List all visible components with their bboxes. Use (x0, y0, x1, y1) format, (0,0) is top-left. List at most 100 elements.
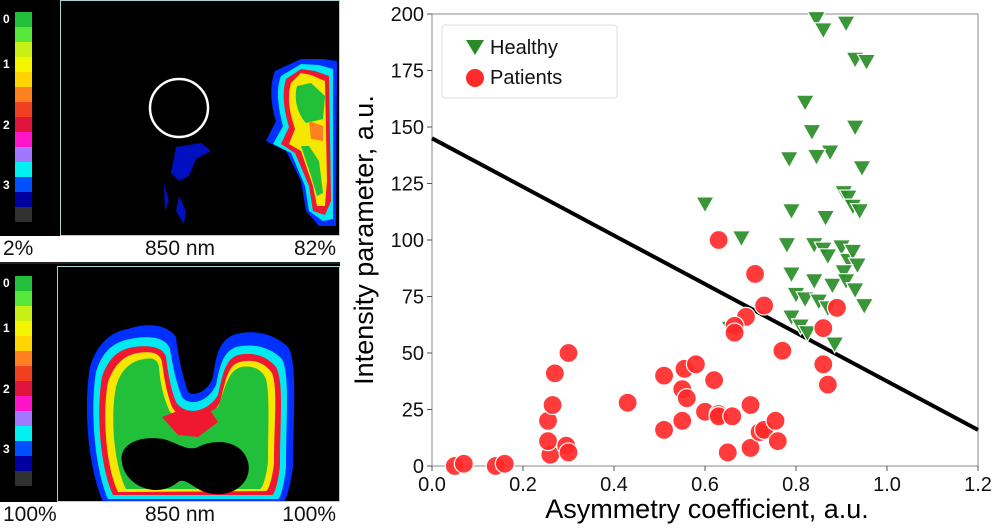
colorbar-swatch (15, 12, 32, 27)
colorbar-swatch (15, 351, 32, 366)
caption-left: 100% (3, 503, 57, 526)
x-tick-label: 0.4 (600, 474, 628, 496)
decision-boundary-line (431, 136, 979, 432)
legend-patients-label: Patients (490, 67, 562, 89)
x-tick-label: 0.8 (782, 474, 810, 496)
colorbar-swatch (15, 306, 32, 321)
healthy-point (824, 336, 845, 355)
patient-point (558, 342, 579, 364)
colorbar-swatch (15, 132, 32, 147)
patient-point (685, 354, 706, 375)
patient-point (653, 419, 675, 440)
colorbar-swatch (15, 87, 32, 102)
colorbar-swatch (15, 396, 32, 411)
healthy-point (781, 203, 802, 221)
healthy-point (851, 160, 873, 178)
legend-healthy-label: Healthy (490, 37, 558, 59)
healthy-point (847, 257, 868, 276)
caption-right: 100% (282, 503, 336, 526)
patient-point (826, 297, 848, 318)
patient-point (744, 263, 766, 284)
patient-point (767, 431, 788, 452)
caption-bottom: 100% 850 nm 100% (0, 502, 340, 528)
x-tick-label: 1.0 (873, 474, 901, 496)
patient-point (717, 442, 738, 463)
colorbar-swatch (15, 291, 32, 306)
healthy-point (795, 291, 816, 309)
patient-point (740, 394, 761, 416)
colorbar-swatch (15, 207, 32, 222)
colorbar-swatch (15, 162, 32, 177)
patient-point (765, 410, 786, 431)
colorbar-swatch (15, 411, 32, 426)
legend-patients-marker-icon (466, 69, 484, 87)
y-tick-label: 0 (413, 456, 424, 478)
colorbar-label: 2 (3, 382, 10, 396)
patient-point (676, 388, 697, 409)
patient-point (617, 392, 638, 413)
colorbar-swatch (15, 42, 32, 57)
healthy-point (813, 22, 834, 41)
patient-point (558, 442, 579, 463)
healthy-point (781, 266, 802, 285)
healthy-point (806, 10, 827, 29)
x-axis-label: Asymmetry coefficient, a.u. (545, 494, 869, 524)
healthy-point (845, 119, 866, 138)
patient-point (724, 322, 745, 343)
healthy-point (776, 236, 797, 255)
colorbar-swatch (15, 336, 32, 351)
y-tick-label: 175 (391, 61, 424, 83)
thermogram-panel-bottom: 0 1 2 3 (0, 264, 340, 502)
legend-healthy-marker-icon (466, 40, 484, 55)
colorbar-swatch (15, 177, 32, 192)
colorbar-swatch (15, 102, 32, 117)
caption-top: 2% 850 nm 82% (0, 236, 340, 262)
colorbar-swatch (15, 27, 32, 42)
colorbar-label: 0 (3, 276, 10, 290)
y-tick-label: 100 (391, 230, 424, 252)
healthy-point (801, 123, 822, 142)
colorbar-label: 3 (3, 442, 10, 456)
colorbar-label: 0 (3, 12, 10, 26)
caption-left: 2% (3, 237, 34, 260)
x-tick-label: 0.6 (691, 474, 719, 496)
patient-point (813, 318, 834, 339)
y-tick-label: 50 (402, 343, 424, 365)
healthy-point (797, 325, 818, 343)
colorbar-bottom (15, 276, 32, 486)
colorbar-swatch (15, 117, 32, 132)
thermal-image-bottom (57, 266, 340, 502)
colorbar-swatch (15, 366, 32, 381)
patient-point (653, 365, 675, 386)
x-tick-label: 0.2 (509, 474, 537, 496)
caption-center: 850 nm (145, 503, 216, 526)
healthy-point (833, 264, 854, 282)
colorbar-label: 2 (3, 118, 10, 132)
patient-point (672, 410, 693, 431)
healthy-point (694, 196, 716, 215)
patient-point (708, 229, 729, 251)
colorbar-top (15, 12, 32, 222)
colorbar-label: 1 (3, 57, 10, 71)
x-tick-label: 0.0 (418, 474, 446, 496)
y-axis-label: Intensity parameter, a.u. (349, 95, 379, 385)
patient-point (772, 340, 793, 361)
thermal-image-top (60, 0, 340, 236)
caption-center: 850 nm (145, 237, 216, 260)
y-tick-label: 125 (391, 174, 424, 196)
patient-point (537, 431, 559, 452)
healthy-point (804, 273, 825, 291)
scatter-chart: 0.0 0.2 0.4 0.6 0.8 1.0 1.2 0 25 50 75 100 125 150 175… (349, 4, 992, 524)
healthy-point (836, 273, 857, 291)
y-tick-label: 25 (402, 400, 424, 422)
healthy-point (856, 53, 877, 72)
colorbar-swatch (15, 72, 32, 87)
y-tick-label: 75 (402, 287, 424, 309)
y-tick-label: 150 (391, 117, 424, 139)
patient-point (740, 437, 761, 459)
colorbar-swatch (15, 276, 32, 291)
patient-point (813, 354, 834, 375)
legend: Healthy Patients (441, 24, 618, 99)
healthy-point (845, 282, 866, 300)
colorbar-swatch (15, 456, 32, 471)
